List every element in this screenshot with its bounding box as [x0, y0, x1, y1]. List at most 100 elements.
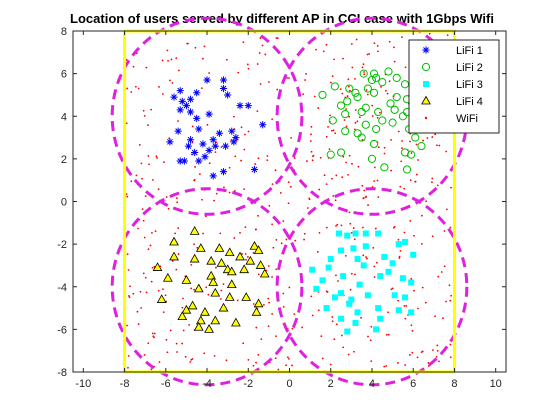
wifi-point	[377, 196, 380, 199]
lifi-1-point	[211, 142, 219, 150]
wifi-point	[436, 184, 439, 187]
lifi-1-point	[180, 157, 188, 165]
wifi-point	[150, 368, 153, 371]
lifi-1-point	[203, 76, 211, 84]
wifi-point	[142, 109, 145, 112]
lifi-3-point	[395, 241, 402, 248]
lifi-3-point	[381, 253, 388, 260]
lifi-3-point	[348, 296, 355, 303]
wifi-point	[213, 199, 215, 202]
y-tick-label: -8	[57, 367, 67, 379]
wifi-point	[252, 252, 255, 254]
wifi-point	[450, 294, 453, 297]
wifi-point	[403, 187, 406, 190]
wifi-point	[137, 227, 139, 230]
wifi-point	[366, 257, 368, 260]
wifi-point	[267, 297, 270, 300]
lifi-3-point	[373, 326, 380, 333]
wifi-point	[441, 317, 444, 320]
lifi-2-point	[378, 78, 387, 87]
wifi-point	[398, 255, 401, 258]
wifi-point	[341, 176, 344, 179]
wifi-point	[376, 45, 379, 47]
lifi-1-point	[186, 136, 195, 144]
wifi-point	[286, 356, 289, 359]
wifi-point	[443, 230, 446, 232]
wifi-point	[189, 361, 192, 363]
wifi-point	[387, 311, 390, 314]
wifi-point	[193, 179, 196, 182]
wifi-point	[357, 165, 360, 168]
lifi-2-point	[363, 84, 372, 93]
lifi-2-point	[345, 84, 354, 93]
wifi-point	[334, 199, 337, 202]
x-tick-label: 6	[410, 378, 416, 390]
wifi-point	[151, 231, 153, 234]
lifi-4-point	[200, 307, 210, 316]
wifi-point	[344, 254, 347, 257]
lifi-4-point	[187, 300, 198, 310]
wifi-point	[388, 80, 391, 83]
wifi-point	[322, 50, 325, 53]
wifi-point	[345, 108, 348, 111]
wifi-point	[254, 163, 257, 165]
lifi-4-point	[214, 243, 225, 252]
y-tick-label: 0	[61, 197, 67, 209]
wifi-point	[191, 358, 194, 360]
wifi-point	[376, 117, 379, 119]
wifi-point	[275, 238, 278, 241]
wifi-point	[397, 299, 400, 302]
wifi-point	[288, 286, 291, 289]
wifi-point	[203, 352, 206, 355]
wifi-point	[275, 268, 278, 271]
wifi-point	[426, 137, 429, 139]
wifi-point	[244, 226, 247, 229]
wifi-point	[386, 92, 389, 95]
lifi-4-point	[195, 243, 206, 252]
wifi-point	[362, 63, 365, 66]
legend-label-lifi-4: LiFi 4	[456, 96, 483, 108]
wifi-point	[358, 116, 361, 119]
wifi-point	[318, 188, 321, 191]
wifi-point	[208, 162, 211, 165]
wifi-point	[339, 88, 342, 91]
wifi-point	[153, 336, 155, 339]
lifi-4-point	[206, 270, 217, 280]
wifi-point	[350, 232, 353, 234]
lifi-4-point	[156, 294, 167, 303]
wifi-point	[341, 92, 344, 95]
wifi-point	[317, 309, 320, 312]
wifi-point	[349, 288, 352, 291]
wifi-point	[319, 156, 322, 159]
wifi-point	[142, 219, 145, 222]
lifi-2-point	[361, 120, 370, 129]
lifi-1-point	[230, 138, 238, 146]
wifi-point	[167, 207, 170, 210]
wifi-point	[202, 57, 204, 60]
lifi-4-point	[181, 275, 192, 284]
wifi-point	[348, 89, 351, 92]
lifi-2-point	[392, 73, 401, 82]
wifi-point	[436, 349, 439, 352]
lifi-2-point	[378, 116, 387, 125]
lifi-3-point	[356, 281, 363, 288]
wifi-point	[415, 173, 418, 176]
wifi-point	[347, 78, 350, 81]
wifi-point	[190, 264, 193, 266]
lifi-4-point	[235, 251, 245, 261]
wifi-point	[347, 353, 350, 356]
wifi-point	[155, 155, 158, 158]
wifi-point	[170, 58, 173, 61]
wifi-point	[316, 250, 319, 253]
lifi-4-point	[169, 236, 179, 246]
wifi-point	[213, 354, 216, 357]
wifi-point	[342, 155, 345, 158]
lifi-3-point	[401, 294, 408, 301]
wifi-point	[128, 296, 131, 299]
wifi-point	[252, 364, 255, 367]
wifi-point	[277, 368, 280, 371]
wifi-point	[141, 208, 144, 211]
wifi-point	[165, 338, 168, 341]
wifi-point	[255, 361, 257, 364]
wifi-point	[157, 188, 160, 191]
